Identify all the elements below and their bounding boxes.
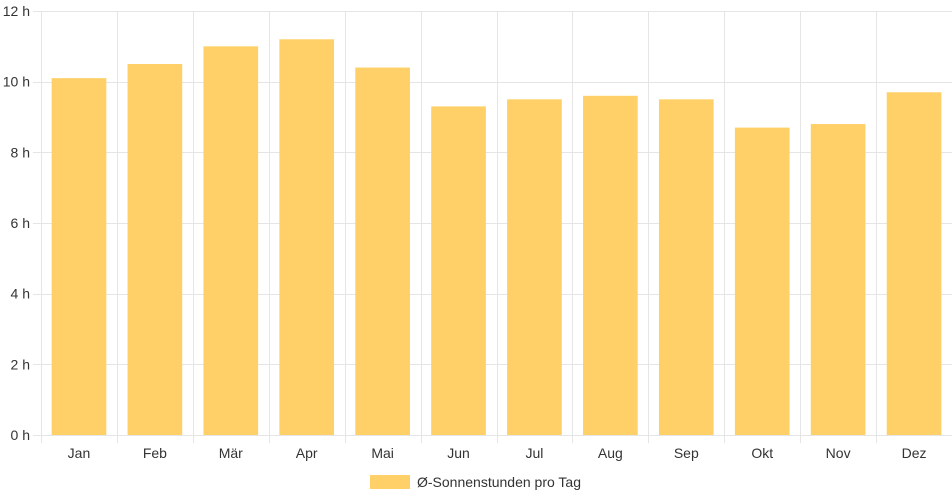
grid-lines xyxy=(33,11,952,443)
bar-okt[interactable] xyxy=(734,127,790,435)
x-tick-label: Dez xyxy=(902,445,927,461)
bar-jun[interactable] xyxy=(431,106,486,436)
bar-sep[interactable] xyxy=(658,99,714,435)
bar-mär[interactable] xyxy=(203,46,259,435)
legend-swatch[interactable] xyxy=(370,475,410,489)
bar-jan[interactable] xyxy=(51,78,107,435)
x-tick-label: Feb xyxy=(143,445,167,461)
x-tick-label: Sep xyxy=(674,445,699,461)
bar-series xyxy=(51,39,942,436)
bar-nov[interactable] xyxy=(810,124,866,436)
y-tick-label: 12 h xyxy=(3,3,30,19)
x-tick-label: Nov xyxy=(826,445,851,461)
bar-apr[interactable] xyxy=(279,39,335,436)
y-tick-label: 10 h xyxy=(3,74,30,90)
bar-feb[interactable] xyxy=(127,64,183,435)
bar-aug[interactable] xyxy=(583,95,638,436)
y-tick-label: 4 h xyxy=(11,286,30,302)
x-tick-label: Aug xyxy=(598,445,623,461)
legend-label[interactable]: Ø-Sonnenstunden pro Tag xyxy=(417,474,581,490)
bar-mai[interactable] xyxy=(355,67,410,436)
y-tick-label: 6 h xyxy=(11,215,30,231)
bar-jul[interactable] xyxy=(507,99,562,435)
x-tick-label: Apr xyxy=(296,445,318,461)
y-axis: 0 h 2 h 4 h 6 h 8 h 10 h 12 h xyxy=(3,3,30,443)
x-tick-label: Jan xyxy=(68,445,91,461)
x-axis: Jan Feb Mär Apr Mai Jun Jul Aug Sep Okt Nov Dez xyxy=(68,445,927,461)
x-tick-label: Mai xyxy=(371,445,394,461)
y-tick-label: 0 h xyxy=(11,427,30,443)
x-tick-label: Jun xyxy=(447,445,470,461)
y-tick-label: 8 h xyxy=(11,144,30,160)
x-tick-label: Mär xyxy=(219,445,243,461)
x-tick-label: Okt xyxy=(751,445,773,461)
x-tick-label: Jul xyxy=(526,445,544,461)
bar-dez[interactable] xyxy=(886,92,942,436)
y-tick-label: 2 h xyxy=(11,356,30,372)
legend[interactable]: Ø-Sonnenstunden pro Tag xyxy=(370,474,581,490)
